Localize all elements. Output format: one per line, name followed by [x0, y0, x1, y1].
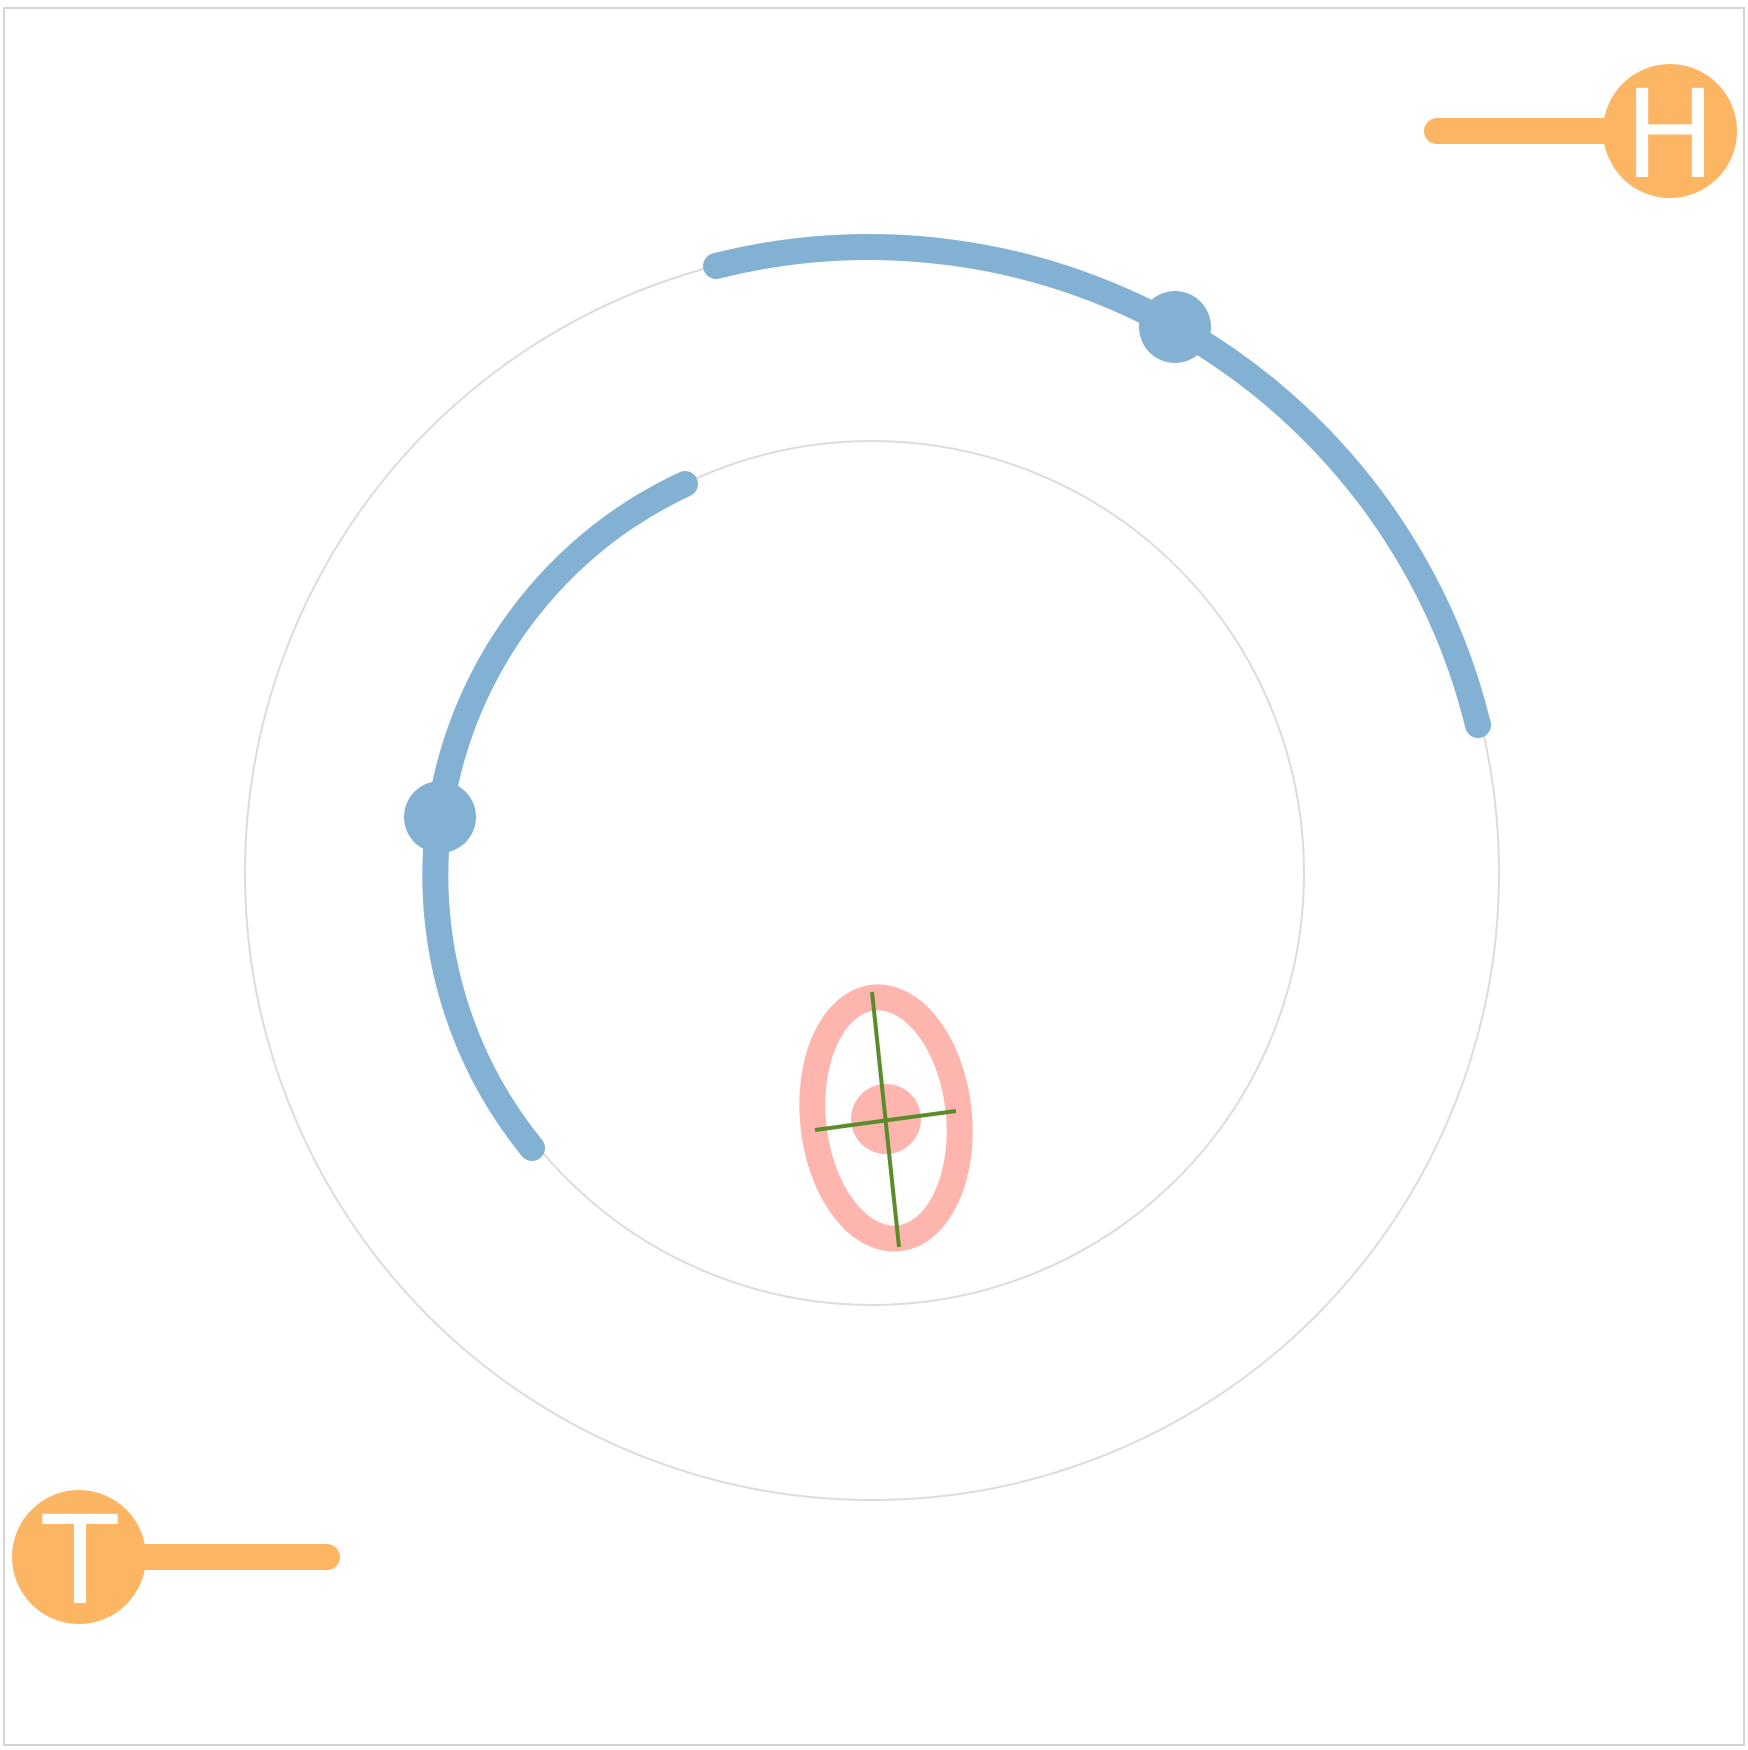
crosshair-icon	[814, 991, 957, 1248]
inner-orbit-arc	[422, 471, 698, 1161]
knob-t-letter: T	[42, 1490, 118, 1632]
knob-h-icon[interactable]	[1603, 64, 1737, 198]
outer-arc-handle[interactable]	[1139, 291, 1211, 363]
outer-orbit-arc	[703, 234, 1491, 738]
inner-arc-handle[interactable]	[404, 781, 476, 853]
knob-t-icon[interactable]	[12, 1490, 146, 1624]
diagram-frame	[3, 7, 1745, 1746]
knob-t[interactable]: T	[12, 1490, 340, 1632]
knob-h-letter: H	[1624, 64, 1716, 206]
knob-h[interactable]: H	[1424, 64, 1737, 206]
